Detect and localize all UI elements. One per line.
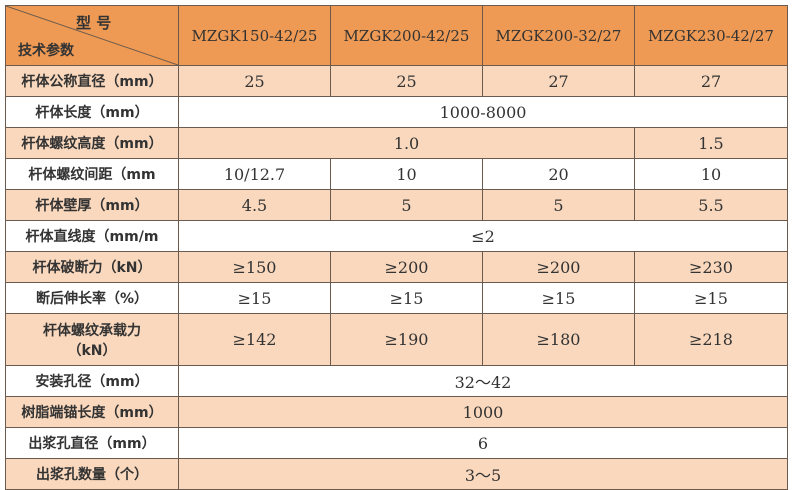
spec-table: 型 号 技术参数 MZGK150-42/25 MZGK200-42/25 MZG…: [5, 5, 788, 490]
cell: 10: [330, 158, 483, 190]
cell: ≥15: [482, 282, 635, 314]
cell: ≥200: [330, 251, 483, 283]
cell: 1000-8000: [178, 96, 788, 128]
row-label: 杆体直线度（mm/m: [5, 220, 179, 252]
cell: ≤2: [178, 220, 788, 252]
cell: ≥142: [178, 313, 331, 366]
row-label: 杆体螺纹承载力 （kN）: [5, 313, 179, 366]
model-header: MZGK200-32/27: [482, 5, 635, 66]
cell: 3～5: [178, 458, 788, 490]
row-label: 杆体长度（mm）: [5, 96, 179, 128]
params-heading: 技术参数: [18, 43, 74, 59]
cell: ≥15: [634, 282, 788, 314]
table-row: 杆体螺纹高度（mm） 1.0 1.5: [5, 127, 788, 159]
table-row: 杆体螺纹承载力 （kN） ≥142 ≥190 ≥180 ≥218: [5, 313, 788, 366]
table-row: 杆体直线度（mm/m ≤2: [5, 220, 788, 252]
table-row: 出浆孔直径（mm） 6: [5, 427, 788, 459]
row-label: 断后伸长率（%）: [5, 282, 179, 314]
cell: ≥15: [178, 282, 331, 314]
row-label: 杆体螺纹间距（mm: [5, 158, 179, 190]
row-label: 出浆孔直径（mm）: [5, 427, 179, 459]
cell: 5.5: [634, 189, 788, 221]
table-row: 杆体长度（mm） 1000-8000: [5, 96, 788, 128]
cell: 20: [482, 158, 635, 190]
cell: 27: [482, 65, 635, 97]
table-row: 树脂端锚长度（mm） 1000: [5, 396, 788, 428]
cell: ≥180: [482, 313, 635, 366]
cell: ≥200: [482, 251, 635, 283]
cell: 1000: [178, 396, 788, 428]
corner-cell: 型 号 技术参数: [5, 5, 179, 66]
table-row: 断后伸长率（%） ≥15 ≥15 ≥15 ≥15: [5, 282, 788, 314]
cell: 4.5: [178, 189, 331, 221]
header-row: 型 号 技术参数 MZGK150-42/25 MZGK200-42/25 MZG…: [5, 5, 788, 66]
cell: 25: [330, 65, 483, 97]
cell: 32～42: [178, 365, 788, 397]
table-row: 杆体螺纹间距（mm 10/12.7 10 20 10: [5, 158, 788, 190]
cell: 1.5: [634, 127, 788, 159]
row-label: 杆体螺纹高度（mm）: [5, 127, 179, 159]
cell: 25: [178, 65, 331, 97]
cell: 5: [330, 189, 483, 221]
model-heading: 型 号: [76, 14, 112, 32]
table-row: 杆体壁厚（mm） 4.5 5 5 5.5: [5, 189, 788, 221]
cell: 1.0: [178, 127, 635, 159]
row-label-line1: 杆体螺纹承载力: [43, 322, 141, 339]
table-row: 杆体公称直径（mm） 25 25 27 27: [5, 65, 788, 97]
row-label: 杆体破断力（kN）: [5, 251, 179, 283]
cell: 10/12.7: [178, 158, 331, 190]
table-row: 安装孔径（mm） 32～42: [5, 365, 788, 397]
row-label: 出浆孔数量（个）: [5, 458, 179, 490]
row-label: 树脂端锚长度（mm）: [5, 396, 179, 428]
model-header: MZGK200-42/25: [330, 5, 483, 66]
row-label-line2: （kN）: [67, 342, 117, 359]
cell: 5: [482, 189, 635, 221]
row-label: 杆体公称直径（mm）: [5, 65, 179, 97]
cell: ≥150: [178, 251, 331, 283]
cell: ≥218: [634, 313, 788, 366]
model-header: MZGK230-42/27: [634, 5, 788, 66]
row-label: 杆体壁厚（mm）: [5, 189, 179, 221]
table-row: 出浆孔数量（个） 3～5: [5, 458, 788, 490]
table-row: 杆体破断力（kN） ≥150 ≥200 ≥200 ≥230: [5, 251, 788, 283]
cell: 27: [634, 65, 788, 97]
cell: 10: [634, 158, 788, 190]
row-label: 安装孔径（mm）: [5, 365, 179, 397]
cell: ≥15: [330, 282, 483, 314]
cell: ≥230: [634, 251, 788, 283]
model-header: MZGK150-42/25: [178, 5, 331, 66]
cell: 6: [178, 427, 788, 459]
cell: ≥190: [330, 313, 483, 366]
